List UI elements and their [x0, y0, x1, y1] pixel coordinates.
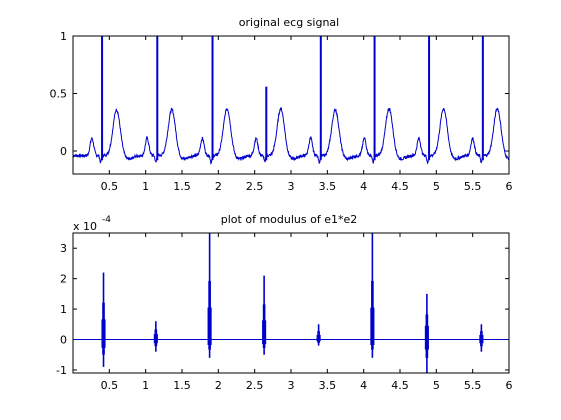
ecg-axes-frame [72, 35, 510, 175]
x-tick-label: 2 [215, 379, 222, 392]
modulus-spikes [101, 233, 484, 373]
ecg-title: original ecg signal [239, 16, 339, 29]
ecg-x-ticks: 0.5 1 1.5 2 2.5 3 3.5 4 4.5 5 5.5 6 [101, 36, 513, 193]
modulus-spike [101, 272, 106, 367]
modulus-spike [153, 321, 158, 352]
x-tick-label: 5.5 [464, 180, 482, 193]
modulus-y-ticks: -1 0 1 2 3 [56, 242, 509, 377]
modulus-spike [207, 233, 212, 358]
y-tick-label: 2 [60, 273, 67, 286]
modulus-axes-frame [72, 232, 510, 374]
x-tick-label: 4.5 [391, 180, 409, 193]
modulus-exponent-power: -4 [102, 215, 111, 225]
x-tick-label: 3.5 [319, 379, 337, 392]
ecg-subplot: original ecg signal 0.5 1 1.5 2 2.5 3 3.5 4 4.5 5… [50, 16, 513, 193]
y-tick-label: 1 [60, 30, 67, 43]
ecg-signal-line [72, 107, 510, 165]
modulus-spike [262, 275, 267, 355]
x-tick-label: 3.5 [319, 180, 337, 193]
ecg-r-spikes [101, 36, 484, 161]
y-tick-label: 1 [60, 303, 67, 316]
x-tick-label: 0.5 [101, 180, 119, 193]
x-tick-label: 5 [433, 180, 440, 193]
x-tick-label: 4 [360, 180, 367, 193]
x-tick-label: 1.5 [173, 379, 191, 392]
modulus-subplot: plot of modulus of e1*e2 x 10 -4 0.5 1 1.5… [56, 213, 512, 392]
modulus-title: plot of modulus of e1*e2 [221, 213, 357, 226]
x-tick-label: 3 [288, 180, 295, 193]
x-tick-label: 4 [360, 379, 367, 392]
modulus-spike [370, 233, 375, 358]
x-tick-label: 5 [433, 379, 440, 392]
y-tick-label: 0 [60, 334, 67, 347]
y-tick-label: 0.5 [50, 88, 68, 101]
x-tick-label: 2.5 [246, 180, 264, 193]
modulus-x-ticks: 0.5 1 1.5 2 2.5 3 3.5 4 4.5 5 5.5 6 [101, 233, 513, 392]
x-tick-label: 0.5 [101, 379, 119, 392]
y-tick-label: 3 [60, 242, 67, 255]
x-tick-label: 1.5 [173, 180, 191, 193]
x-tick-label: 6 [506, 379, 513, 392]
x-tick-label: 6 [506, 180, 513, 193]
x-tick-label: 5.5 [464, 379, 482, 392]
modulus-spike [316, 324, 321, 346]
y-tick-label: 0 [60, 145, 67, 158]
modulus-spike [424, 293, 429, 373]
y-tick-label: -1 [56, 364, 67, 377]
x-tick-label: 2 [215, 180, 222, 193]
x-tick-label: 1 [142, 180, 149, 193]
x-tick-label: 2.5 [246, 379, 264, 392]
x-tick-label: 1 [142, 379, 149, 392]
x-tick-label: 3 [288, 379, 295, 392]
x-tick-label: 4.5 [391, 379, 409, 392]
modulus-exponent-base: x 10 [73, 220, 97, 233]
